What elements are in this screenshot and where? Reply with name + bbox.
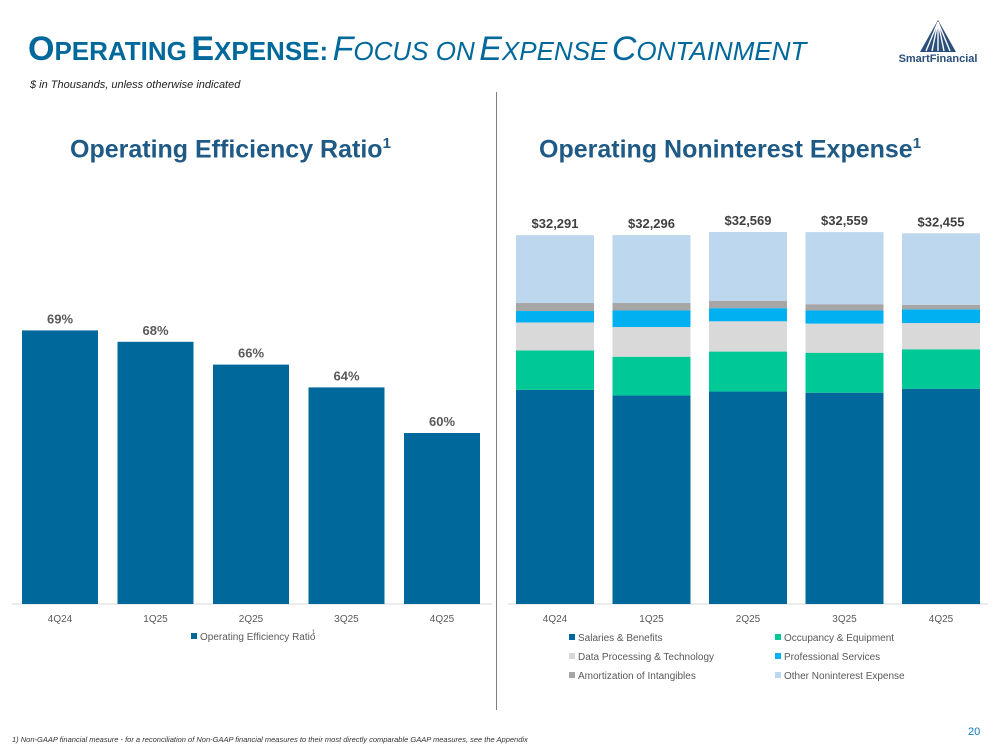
segment-4q25-5 <box>902 233 980 305</box>
data-label-4q24: 69% <box>47 311 73 326</box>
right-chart-title: Operating Noninterest Expense1 <box>539 135 922 164</box>
segment-3q25-2 <box>805 323 884 353</box>
segment-1q25-1 <box>612 356 691 396</box>
total-label-3q25: $32,559 <box>821 213 868 228</box>
bar-4q24 <box>22 330 98 604</box>
x-tick-1q25: 1Q25 <box>143 614 168 625</box>
panel-divider <box>496 92 497 710</box>
segment-3q25-4 <box>805 304 884 311</box>
company-logo-icon <box>920 20 956 52</box>
segment-3q25-5 <box>805 232 884 305</box>
segment-3q25-1 <box>805 352 884 393</box>
total-label-2q25: $32,569 <box>725 213 772 228</box>
segment-1q25-0 <box>612 395 691 604</box>
bar-1q25 <box>117 341 194 604</box>
segment-4q24-4 <box>516 303 594 312</box>
segment-4q25-1 <box>902 349 980 389</box>
segment-1q25-4 <box>612 303 691 311</box>
segment-4q24-0 <box>516 389 594 604</box>
segment-2q25-0 <box>709 391 787 604</box>
bar-3q25 <box>308 387 385 604</box>
data-label-2q25: 66% <box>238 346 264 361</box>
slide-title: OPERATING EXPENSE: FOCUS ON EXPENSE CONT… <box>28 30 807 68</box>
legend-swatch-efficiency-ratio <box>191 633 197 639</box>
legend-label-4: Amortization of Intangibles <box>578 671 696 682</box>
legend-swatch-4 <box>569 672 575 678</box>
segment-4q25-3 <box>902 309 980 324</box>
legend-label-2: Data Processing & Technology <box>578 652 714 663</box>
x-tick-3q25: 3Q25 <box>334 614 359 625</box>
data-label-4q25: 60% <box>429 414 455 429</box>
x-tick-1q25: 1Q25 <box>639 614 664 625</box>
segment-3q25-0 <box>805 392 884 604</box>
x-tick-3q25: 3Q25 <box>832 614 857 625</box>
segment-2q25-3 <box>709 308 787 322</box>
segment-2q25-4 <box>709 300 787 309</box>
data-label-3q25: 64% <box>333 368 359 383</box>
x-tick-4q25: 4Q25 <box>929 614 954 625</box>
x-tick-2q25: 2Q25 <box>239 614 264 625</box>
legend-label-1: Occupancy & Equipment <box>784 633 894 644</box>
total-label-1q25: $32,296 <box>628 216 675 231</box>
bar-4q25 <box>404 433 480 604</box>
segment-2q25-1 <box>709 351 787 392</box>
legend-label-5: Other Noninterest Expense <box>784 671 905 682</box>
segment-4q25-0 <box>902 388 980 604</box>
legend-swatch-3 <box>775 653 781 659</box>
pyramid-logo-icon <box>920 20 956 52</box>
segment-3q25-3 <box>805 310 884 324</box>
segment-1q25-3 <box>612 310 691 328</box>
x-tick-2q25: 2Q25 <box>736 614 761 625</box>
segment-4q24-1 <box>516 350 594 390</box>
segment-2q25-5 <box>709 232 787 301</box>
segment-4q25-2 <box>902 323 980 350</box>
total-label-4q25: $32,455 <box>918 214 965 229</box>
x-tick-4q24: 4Q24 <box>48 614 73 625</box>
segment-4q24-3 <box>516 311 594 323</box>
legend-swatch-5 <box>775 672 781 678</box>
legend-swatch-2 <box>569 653 575 659</box>
legend-label-0: Salaries & Benefits <box>578 633 663 644</box>
legend-swatch-1 <box>775 634 781 640</box>
footnote: 1) Non-GAAP financial measure - for a re… <box>12 735 528 744</box>
segment-1q25-5 <box>612 235 691 304</box>
segment-2q25-2 <box>709 321 787 352</box>
slide-subtitle: $ in Thousands, unless otherwise indicat… <box>30 79 241 91</box>
page-number: 20 <box>968 726 981 738</box>
segment-1q25-2 <box>612 327 691 357</box>
legend-label-3: Professional Services <box>784 652 880 663</box>
left-chart-title: Operating Efficiency Ratio1 <box>70 135 391 164</box>
legend-label-efficiency-ratio: Operating Efficiency Ratio <box>200 632 316 643</box>
bar-2q25 <box>213 364 289 604</box>
legend-footnote-marker: 1 <box>312 630 316 636</box>
logo-wordmark: SmartFinancial <box>898 53 978 65</box>
legend-swatch-0 <box>569 634 575 640</box>
segment-4q24-5 <box>516 235 594 304</box>
x-tick-4q24: 4Q24 <box>543 614 568 625</box>
segment-4q24-2 <box>516 322 594 351</box>
x-tick-4q25: 4Q25 <box>430 614 455 625</box>
segment-4q25-4 <box>902 304 980 310</box>
total-label-4q24: $32,291 <box>532 216 579 231</box>
data-label-1q25: 68% <box>142 323 168 338</box>
